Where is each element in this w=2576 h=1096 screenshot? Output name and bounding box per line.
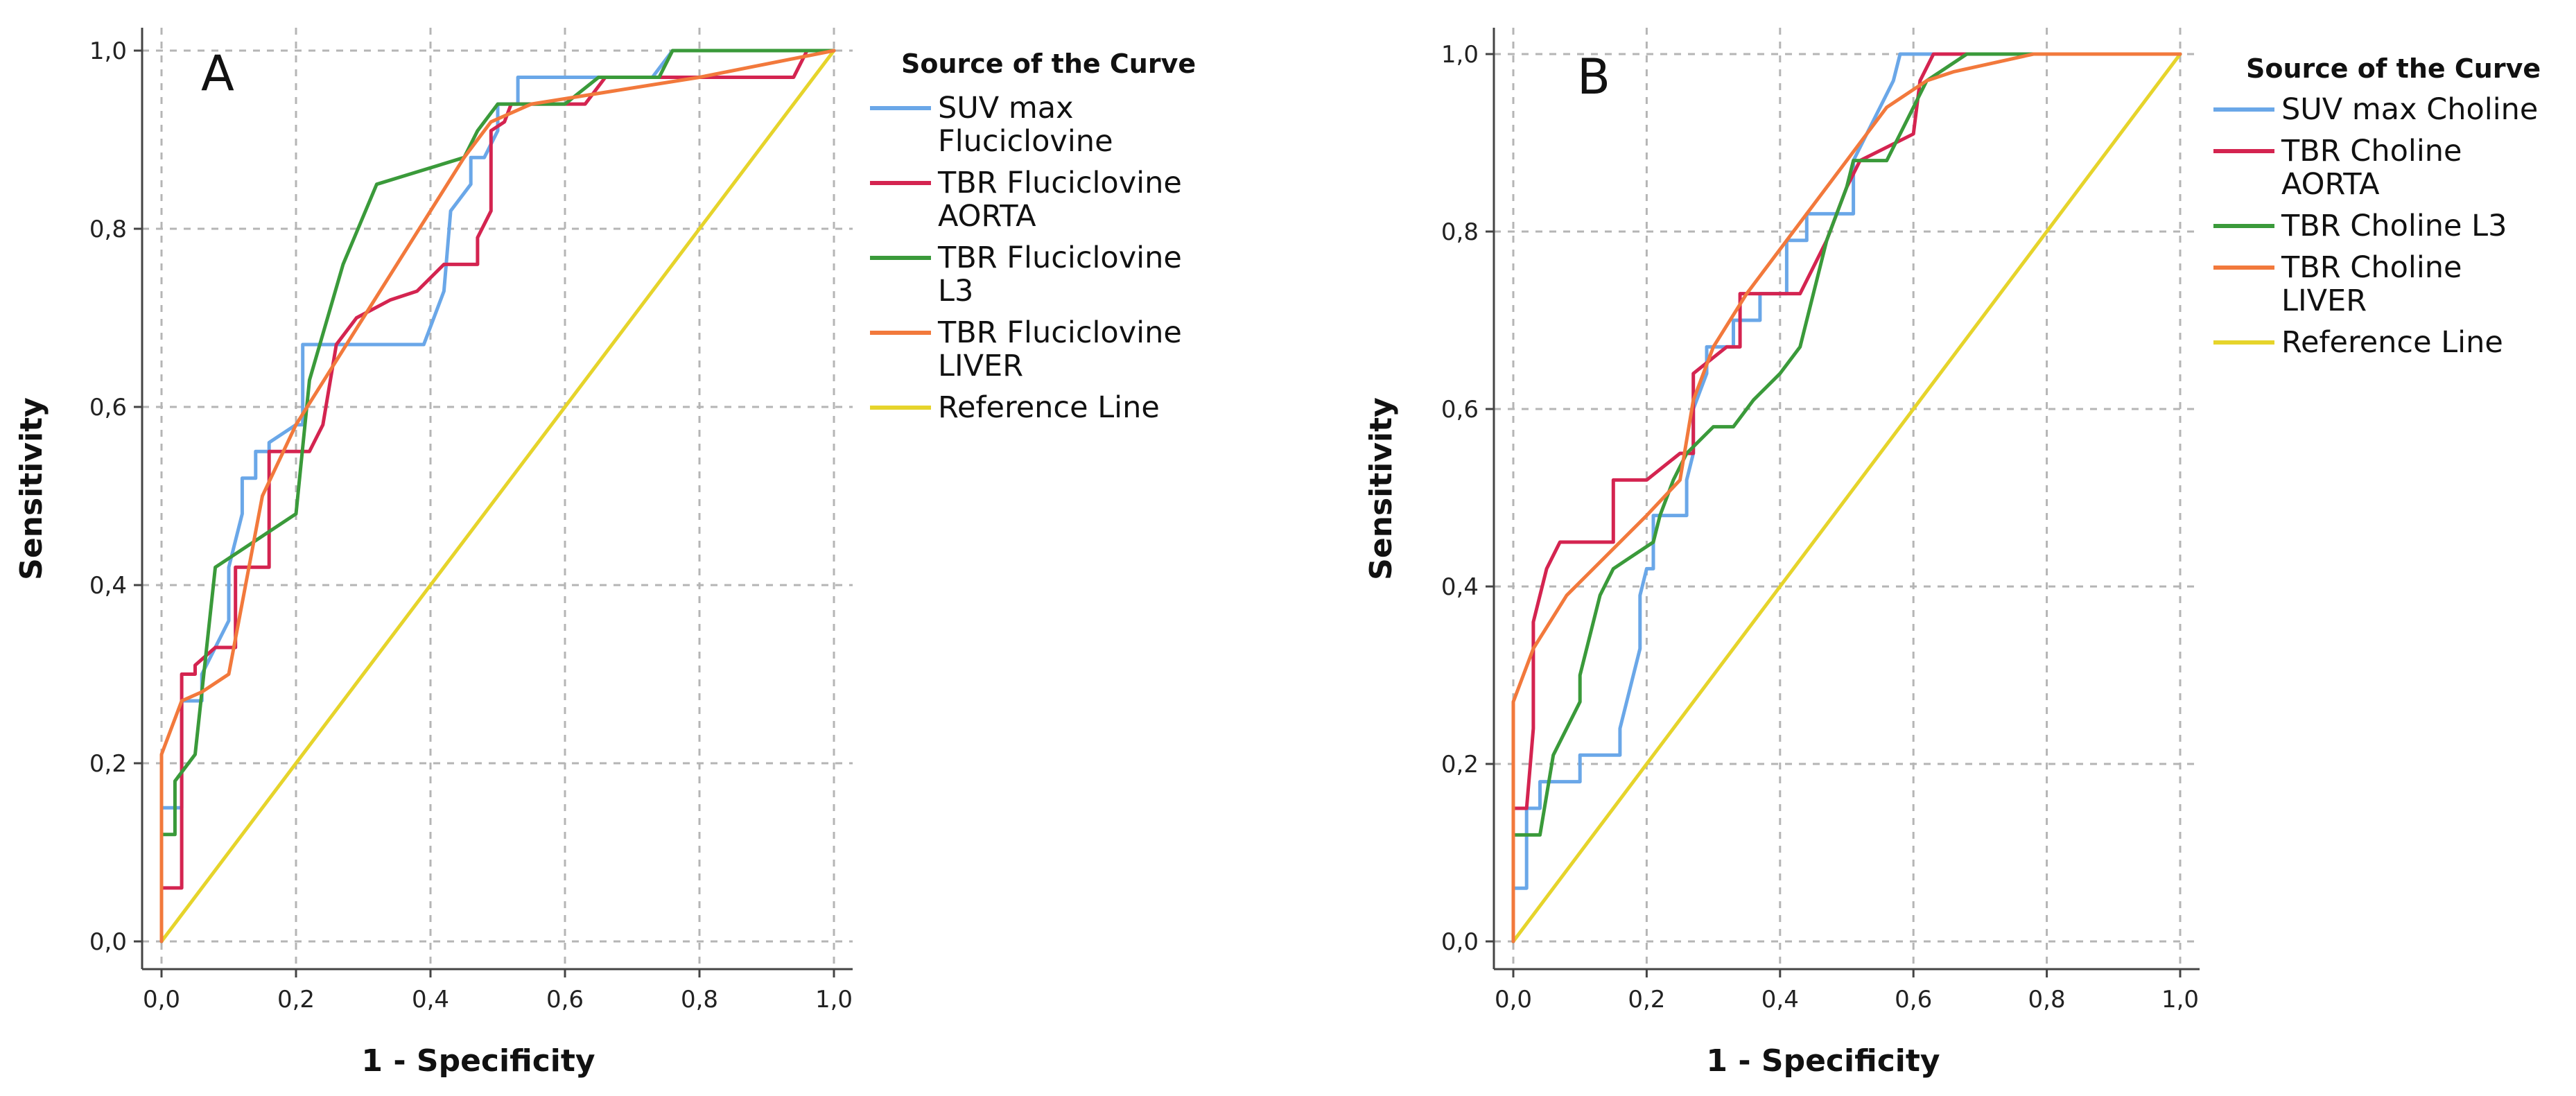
legend-label: L3	[938, 274, 973, 308]
x-tick-label: 0,8	[681, 986, 718, 1014]
x-tick-label: 0,6	[546, 986, 584, 1014]
legend-label: LIVER	[938, 349, 1023, 383]
legend-label: TBR Fluciclovine	[937, 166, 1182, 200]
series-line-tbr-choline-l3	[1511, 52, 2182, 943]
y-tick-label: 0,0	[89, 928, 127, 956]
y-tick-label: 0,6	[1441, 396, 1479, 424]
legend-label: TBR Fluciclovine	[937, 315, 1182, 350]
series-line-tbr-choline-liver	[1511, 52, 2182, 943]
y-tick-label: 0,2	[89, 750, 127, 778]
x-tick-label: 0,6	[1895, 986, 1932, 1014]
x-tick-label: 0,8	[2028, 986, 2066, 1014]
x-tick-label: 1,0	[815, 986, 853, 1014]
legend-title: Source of the Curve	[901, 49, 1196, 79]
legend-label: Reference Line	[938, 390, 1160, 425]
legend-label: TBR Choline L3	[2281, 209, 2507, 243]
legend-label: SUV max Choline	[2281, 92, 2538, 127]
legend-label: SUV max	[938, 91, 1074, 125]
y-axis-title: Sensitivity	[14, 397, 49, 580]
y-tick-label: 1,0	[1441, 41, 1479, 69]
x-tick-label: 0,4	[1761, 986, 1799, 1014]
x-tick-label: 0,0	[1495, 986, 1532, 1014]
y-axis-title: Sensitivity	[1364, 397, 1399, 580]
y-tick-label: 0,8	[89, 216, 127, 243]
legend-label: AORTA	[2281, 167, 2380, 202]
y-tick-label: 0,6	[89, 394, 127, 421]
legend-label: Reference Line	[2281, 325, 2503, 360]
panel-label: B	[1577, 49, 1610, 105]
legend-item: Reference Line	[870, 390, 1160, 425]
x-tick-label: 1,0	[2161, 986, 2199, 1014]
chart-panel-A: 0,0 0,2 0,4 0,6 0,8 1,0 0,0 0,2 0,4 0,6 0,8 1,0 1 - …	[14, 28, 1196, 1079]
y-tick-label: 0,2	[1441, 751, 1479, 778]
x-tick-label: 0,4	[412, 986, 449, 1014]
chart-panel-B: 0,0 0,2 0,4 0,6 0,8 1,0 0,0 0,2 0,4 0,6 0,8 1,0 1 - …	[1364, 28, 2541, 1079]
legend-item: Reference Line	[2213, 325, 2503, 360]
series-line-reference-line	[159, 49, 836, 943]
x-axis-title: 1 - Specificity	[1706, 1043, 1940, 1079]
x-tick-label: 0,0	[143, 986, 180, 1014]
series-line-tbr-fluciclovine-l3	[159, 49, 836, 943]
series-line-reference-line	[1511, 52, 2182, 943]
legend-label: TBR Choline	[2281, 250, 2462, 285]
legend-label: AORTA	[938, 199, 1036, 234]
y-tick-label: 0,4	[89, 572, 127, 600]
y-tick-label: 1,0	[89, 37, 127, 65]
x-tick-label: 0,2	[1628, 986, 1665, 1014]
legend-label: Fluciclovine	[938, 124, 1113, 159]
legend: Source of the Curve SUV max Choline TBR Ch…	[2213, 53, 2541, 360]
y-tick-label: 0,4	[1441, 573, 1479, 601]
y-tick-label: 0,0	[1441, 928, 1479, 956]
legend-item: SUV max Choline	[2213, 92, 2538, 127]
legend-label: TBR Choline	[2281, 134, 2462, 168]
x-tick-label: 0,2	[277, 986, 315, 1014]
legend-label: LIVER	[2281, 284, 2367, 318]
x-axis-title: 1 - Specificity	[361, 1043, 595, 1079]
legend-title: Source of the Curve	[2246, 53, 2541, 84]
panel-label: A	[201, 45, 234, 102]
y-tick-label: 0,8	[1441, 218, 1479, 246]
legend-item: TBR Choline L3	[2213, 209, 2507, 243]
series-line-tbr-fluciclovine-liver	[159, 49, 836, 943]
series-line-tbr-choline-aorta	[1511, 52, 2182, 943]
legend-label: TBR Fluciclovine	[937, 241, 1182, 275]
